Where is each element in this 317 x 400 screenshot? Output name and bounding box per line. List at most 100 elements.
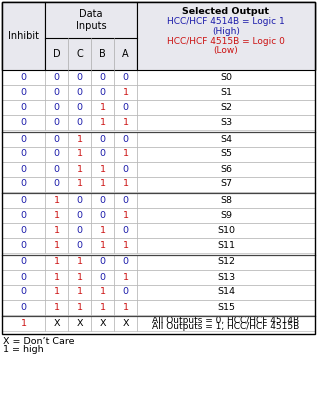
Text: 0: 0 <box>122 258 128 266</box>
Text: 0: 0 <box>100 88 106 97</box>
Bar <box>114 284 137 300</box>
Text: 1: 1 <box>54 288 60 296</box>
Text: 0: 0 <box>54 118 60 127</box>
Bar <box>68 254 91 270</box>
Bar <box>137 193 315 208</box>
Bar <box>91 193 114 208</box>
Text: 1: 1 <box>76 272 82 282</box>
Bar <box>91 316 114 331</box>
Text: 1 = high: 1 = high <box>3 346 44 354</box>
Bar <box>137 316 315 331</box>
Bar <box>68 132 91 146</box>
Bar <box>68 146 91 162</box>
Text: S5: S5 <box>220 150 232 158</box>
Bar <box>114 223 137 238</box>
Bar <box>45 146 68 162</box>
Text: 0: 0 <box>76 103 82 112</box>
Bar <box>114 238 137 253</box>
Bar <box>2 316 45 331</box>
Text: S15: S15 <box>217 302 235 312</box>
Bar <box>45 162 68 176</box>
Bar <box>2 100 45 115</box>
Bar <box>45 85 68 100</box>
Bar <box>45 254 68 270</box>
Bar <box>68 85 91 100</box>
Bar <box>2 70 45 85</box>
Bar <box>137 254 315 270</box>
Text: S3: S3 <box>220 118 232 127</box>
Bar <box>91 270 114 284</box>
Text: 1: 1 <box>100 164 106 174</box>
Text: 0: 0 <box>100 196 106 205</box>
Bar <box>91 208 114 223</box>
Text: 1: 1 <box>100 226 106 235</box>
Text: S10: S10 <box>217 226 235 235</box>
Bar <box>2 162 45 176</box>
Text: 1: 1 <box>100 241 106 250</box>
Bar <box>45 238 68 253</box>
Bar <box>114 254 137 270</box>
Text: 1: 1 <box>122 180 128 188</box>
Text: 0: 0 <box>21 272 27 282</box>
Bar <box>45 223 68 238</box>
Bar <box>114 132 137 146</box>
Text: 0: 0 <box>100 272 106 282</box>
Bar <box>91 254 114 270</box>
Bar <box>137 176 315 192</box>
Text: D: D <box>53 49 60 59</box>
Text: X: X <box>76 319 83 328</box>
Text: X = Don’t Care: X = Don’t Care <box>3 336 74 346</box>
Text: 1: 1 <box>54 196 60 205</box>
Text: 0: 0 <box>100 73 106 82</box>
Bar <box>137 238 315 253</box>
Text: (Low): (Low) <box>214 46 238 56</box>
Text: 0: 0 <box>21 196 27 205</box>
Text: X: X <box>122 319 129 328</box>
Bar <box>68 238 91 253</box>
Text: 1: 1 <box>122 302 128 312</box>
Bar <box>91 132 114 146</box>
Bar <box>45 176 68 192</box>
Text: 1: 1 <box>54 241 60 250</box>
Bar <box>114 176 137 192</box>
Bar <box>2 208 45 223</box>
Text: 1: 1 <box>122 272 128 282</box>
Text: S2: S2 <box>220 103 232 112</box>
Bar <box>2 132 45 146</box>
Text: 0: 0 <box>21 118 27 127</box>
Text: S9: S9 <box>220 211 232 220</box>
Text: S6: S6 <box>220 164 232 174</box>
Bar <box>137 2 315 70</box>
Text: HCC/HCF 4515B = Logic 0: HCC/HCF 4515B = Logic 0 <box>167 38 285 46</box>
Bar <box>114 193 137 208</box>
Bar <box>114 100 137 115</box>
Text: 0: 0 <box>21 164 27 174</box>
Text: X: X <box>53 319 60 328</box>
Text: All Outputs = 1, HCC/HCF 4515B: All Outputs = 1, HCC/HCF 4515B <box>152 322 300 331</box>
Bar <box>2 254 45 270</box>
Text: 0: 0 <box>76 226 82 235</box>
Bar <box>137 284 315 300</box>
Text: 0: 0 <box>21 103 27 112</box>
Text: HCC/HCF 4514B = Logic 1: HCC/HCF 4514B = Logic 1 <box>167 18 285 26</box>
Text: 1: 1 <box>21 319 27 328</box>
Bar <box>45 300 68 314</box>
Bar <box>68 300 91 314</box>
Bar <box>114 208 137 223</box>
Text: 0: 0 <box>76 118 82 127</box>
Text: 0: 0 <box>21 180 27 188</box>
Bar <box>68 316 91 331</box>
Bar <box>2 284 45 300</box>
Bar <box>91 284 114 300</box>
Bar <box>68 162 91 176</box>
Text: 0: 0 <box>21 88 27 97</box>
Text: 1: 1 <box>76 150 82 158</box>
Text: 0: 0 <box>54 88 60 97</box>
Bar <box>137 300 315 314</box>
Bar <box>68 208 91 223</box>
Text: All Outputs = 0, HCC/HCF 4514B: All Outputs = 0, HCC/HCF 4514B <box>152 316 300 325</box>
Text: 1: 1 <box>76 288 82 296</box>
Bar <box>68 270 91 284</box>
Text: S14: S14 <box>217 288 235 296</box>
Text: S7: S7 <box>220 180 232 188</box>
